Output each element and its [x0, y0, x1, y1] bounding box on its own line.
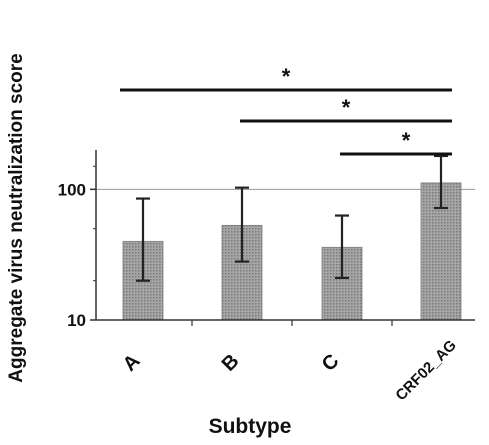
significance-layer: * * * [120, 64, 452, 156]
y-tick-label-10: 10 [67, 311, 86, 330]
category-label-C: C [318, 350, 344, 376]
errors-layer [136, 154, 448, 282]
category-labels: A B C CRF02_AG [119, 337, 460, 404]
significance-star-A: * [282, 64, 291, 89]
category-label-B: B [218, 350, 244, 376]
ticks-layer: 10 100 [58, 165, 393, 330]
bars-layer [122, 182, 462, 321]
significance-star-B: * [342, 95, 351, 120]
axis-layer [95, 150, 475, 321]
significance-star-C: * [402, 128, 411, 153]
category-label-CRF02_AG: CRF02_AG [392, 337, 459, 404]
x-axis-label: Subtype [209, 415, 292, 438]
category-label-A: A [119, 350, 145, 376]
y-axis-label: Aggregate virus neutralization score [6, 53, 27, 382]
y-tick-label-100: 100 [58, 180, 86, 199]
